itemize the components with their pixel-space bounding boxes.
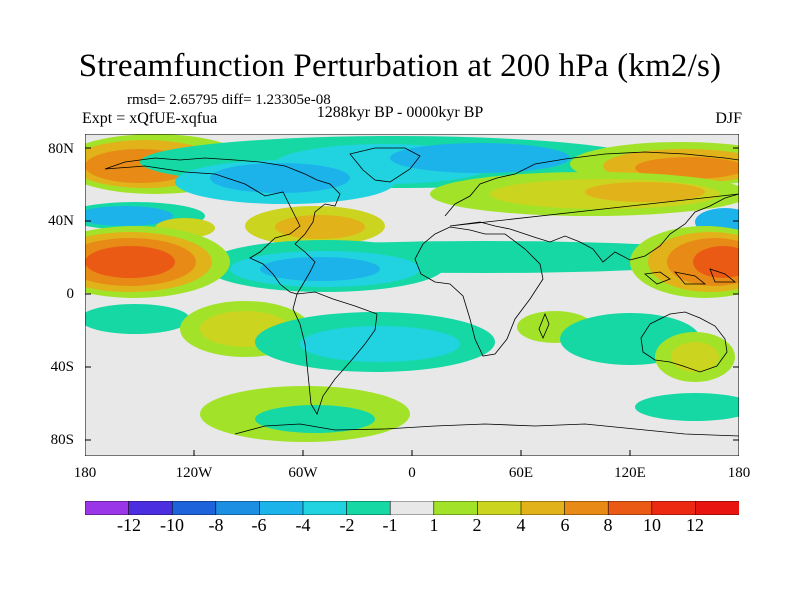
colorbar-swatch <box>520 501 566 515</box>
south-america-coast <box>292 291 378 415</box>
lon-label-120e: 120E <box>614 465 646 481</box>
lon-label-180w: 180 <box>73 465 97 481</box>
lat-label-0: 0 <box>66 286 75 302</box>
southeast-asia-islands <box>644 268 737 285</box>
colorbar-swatch <box>651 501 696 515</box>
colorbar-swatch <box>695 501 739 515</box>
chart-title: Streamfunction Perturbation at 200 hPa (… <box>78 48 722 84</box>
lon-label-60e: 60E <box>508 465 534 481</box>
antarctica-coast <box>234 423 739 437</box>
stats-line: rmsd= 2.65795 diff= 1.23305e-08 <box>127 92 331 108</box>
north-america-coast <box>104 157 341 295</box>
lon-label-120w: 120W <box>175 465 213 481</box>
streamfunction-map <box>85 134 739 456</box>
colorbar-swatch <box>85 501 130 515</box>
colorbar-swatch <box>389 501 435 515</box>
colorbar-label: 4 <box>516 515 526 535</box>
period-label: 1288kyr BP - 0000kyr BP <box>316 104 484 121</box>
lon-label-180e: 180 <box>727 465 751 481</box>
madagascar-coast <box>538 312 550 339</box>
colorbar-label: -4 <box>295 515 311 535</box>
coastlines <box>104 147 739 437</box>
colorbar-label: 6 <box>560 515 570 535</box>
greenland-coast <box>349 147 421 183</box>
colorbar-swatch <box>128 501 173 515</box>
lat-label-40s: 40S <box>50 359 74 375</box>
season-label: DJF <box>715 110 742 127</box>
colorbar-label: 8 <box>603 515 613 535</box>
colorbar-swatch <box>607 501 653 515</box>
experiment-label: Expt = xQfUE-xqfua <box>82 110 218 127</box>
colorbar-label: 1 <box>429 515 439 535</box>
lon-label-0: 0 <box>408 465 416 481</box>
colorbar-label: 10 <box>643 515 661 535</box>
colorbar-swatch <box>302 501 348 515</box>
colorbar-label: -8 <box>208 515 224 535</box>
colorbar-swatch <box>171 501 217 515</box>
map-ticks <box>85 147 739 456</box>
colorbar-swatch <box>433 501 478 515</box>
lon-label-60w: 60W <box>288 465 318 481</box>
colorbar-label: 12 <box>686 515 704 535</box>
contour-fields <box>85 134 739 442</box>
colorbar-swatch <box>477 501 522 515</box>
colorbar-label: -12 <box>117 515 141 535</box>
colorbar-swatch <box>346 501 391 515</box>
colorbar <box>85 501 739 515</box>
colorbar-label: -6 <box>251 515 267 535</box>
eurasia-coast <box>444 151 739 263</box>
colorbar-swatch <box>564 501 609 515</box>
colorbar-label: 2 <box>472 515 482 535</box>
colorbar-label: -10 <box>160 515 184 535</box>
lat-label-80n: 80N <box>48 141 74 157</box>
colorbar-label: -2 <box>339 515 355 535</box>
colorbar-swatch <box>259 501 304 515</box>
lat-label-80s: 80S <box>50 432 74 448</box>
africa-coast <box>414 226 544 357</box>
lat-label-40n: 40N <box>48 213 74 229</box>
colorbar-label: -1 <box>382 515 398 535</box>
colorbar-swatch <box>215 501 261 515</box>
australia-coast <box>640 311 728 373</box>
